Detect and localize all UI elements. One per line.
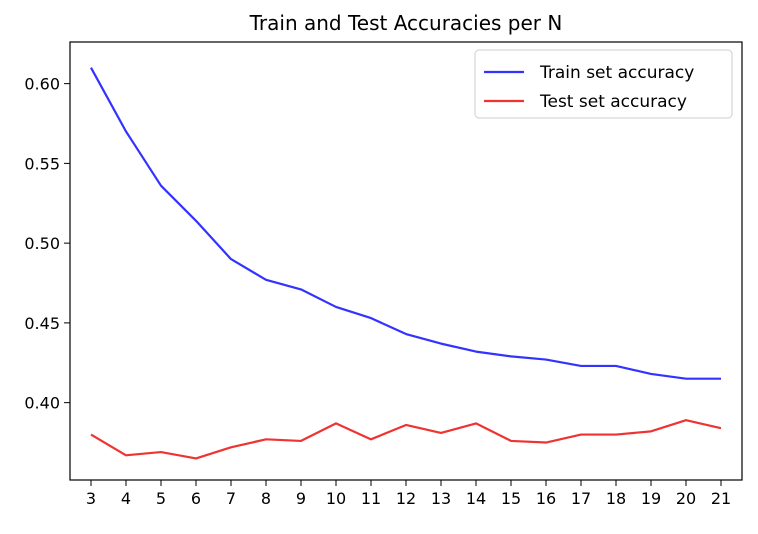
x-tick-label: 6	[191, 489, 201, 508]
chart-title: Train and Test Accuracies per N	[249, 11, 563, 35]
x-tick-label: 14	[466, 489, 486, 508]
x-axis: 3 4 5 6 7 8 9 10 11 12 13 14 15 16 17 18 19 20 21	[86, 480, 731, 508]
y-tick-label: 0.60	[24, 75, 60, 94]
y-tick-label: 0.40	[24, 394, 60, 413]
x-tick-label: 16	[536, 489, 556, 508]
x-tick-label: 10	[326, 489, 346, 508]
x-tick-label: 11	[361, 489, 381, 508]
x-tick-label: 21	[711, 489, 731, 508]
series-line-test	[90, 419, 722, 460]
x-tick-label: 7	[226, 489, 236, 508]
x-tick-label: 17	[571, 489, 591, 508]
x-tick-label: 8	[261, 489, 271, 508]
x-tick-label: 13	[431, 489, 451, 508]
y-tick-label: 0.45	[24, 314, 60, 333]
series-layer	[90, 67, 722, 460]
x-tick-label: 12	[396, 489, 416, 508]
y-tick-label: 0.55	[24, 154, 60, 173]
y-axis: 0.40 0.45 0.50 0.55 0.60	[24, 75, 70, 413]
legend: Train set accuracy Test set accuracy	[474, 49, 733, 119]
x-tick-label: 3	[86, 489, 96, 508]
x-tick-label: 5	[156, 489, 166, 508]
x-tick-label: 18	[606, 489, 626, 508]
x-tick-label: 20	[676, 489, 696, 508]
x-tick-label: 15	[501, 489, 521, 508]
x-tick-label: 4	[121, 489, 131, 508]
legend-label: Train set accuracy	[539, 63, 694, 83]
y-tick-label: 0.50	[24, 234, 60, 253]
x-tick-label: 9	[296, 489, 306, 508]
legend-label: Test set accuracy	[539, 92, 687, 112]
x-tick-label: 19	[641, 489, 661, 508]
series-line-train	[90, 67, 721, 380]
legend-box	[474, 49, 733, 119]
